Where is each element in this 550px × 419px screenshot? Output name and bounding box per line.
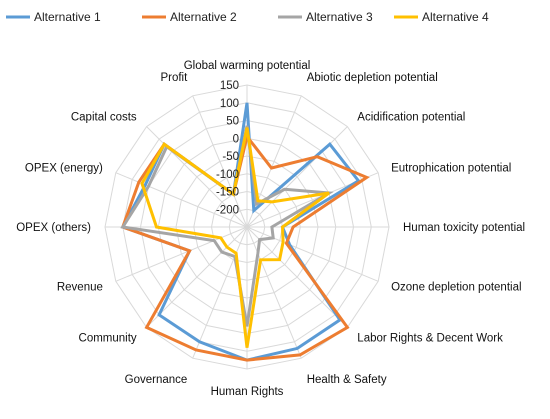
series-layer	[120, 102, 370, 362]
grid-spoke	[115, 226, 248, 282]
radar-grid	[104, 84, 390, 370]
axis-label-ozone-depletion-potential: Ozone depletion potential	[391, 282, 521, 294]
axis-label-community: Community	[79, 332, 137, 344]
axis-label-health-and-safety: Health & Safety	[307, 374, 387, 386]
legend: Alternative 1 Alternative 2 Alternative …	[6, 10, 489, 24]
legend-item-alternative-2: Alternative 2	[142, 10, 237, 24]
series-line-alternative-2	[120, 133, 370, 362]
axis-label-labor-rights-and-decent-work: Labor Rights & Decent Work	[357, 332, 503, 344]
axis-label-profit: Profit	[160, 72, 188, 84]
legend-label-alternative-2: Alternative 2	[170, 10, 237, 24]
axis-label-capital-costs: Capital costs	[71, 112, 137, 124]
series-line-alternative-4	[140, 127, 330, 348]
grid-spoke	[192, 226, 248, 359]
grid-spoke	[192, 95, 248, 228]
grid-spoke	[246, 226, 302, 359]
legend-label-alternative-1: Alternative 1	[34, 10, 101, 24]
legend-label-alternative-4: Alternative 4	[422, 10, 489, 24]
tick-label: -50	[222, 151, 239, 163]
axis-label-revenue: Revenue	[57, 282, 103, 294]
grid-spoke	[115, 172, 248, 228]
legend-item-alternative-3: Alternative 3	[278, 10, 373, 24]
tick-label: 0	[233, 133, 239, 145]
axis-label-human-toxicity-potential: Human toxicity potential	[403, 222, 525, 234]
axis-label-global-warming-potential: Global warming potential	[184, 60, 311, 72]
tick-label: 150	[220, 80, 239, 92]
series-line-alternative-3	[120, 125, 334, 327]
axis-label-eutrophication-potential: Eutrophication potential	[391, 162, 511, 174]
axis-label-human-rights: Human Rights	[211, 386, 284, 398]
axis-label-abiotic-depletion-potential: Abiotic depletion potential	[307, 72, 438, 84]
tick-label: 50	[226, 116, 239, 128]
axis-label-acidification-potential: Acidification potential	[357, 112, 465, 124]
tick-labels: 150 100 50 0 -50 -100 -150 -200	[216, 80, 239, 216]
grid-spoke	[246, 226, 379, 282]
axis-label-governance: Governance	[125, 374, 188, 386]
tick-label: -100	[216, 169, 239, 181]
axis-label-opex-energy: OPEX (energy)	[25, 162, 103, 174]
legend-label-alternative-3: Alternative 3	[306, 10, 373, 24]
legend-item-alternative-4: Alternative 4	[394, 10, 489, 24]
legend-item-alternative-1: Alternative 1	[6, 10, 101, 24]
tick-label: 100	[220, 98, 239, 110]
axis-label-opex-others: OPEX (others)	[16, 222, 91, 234]
tick-label: -200	[216, 204, 239, 216]
grid-spoke	[146, 226, 248, 328]
tick-label: -150	[216, 187, 239, 199]
grid-spoke	[246, 226, 348, 328]
